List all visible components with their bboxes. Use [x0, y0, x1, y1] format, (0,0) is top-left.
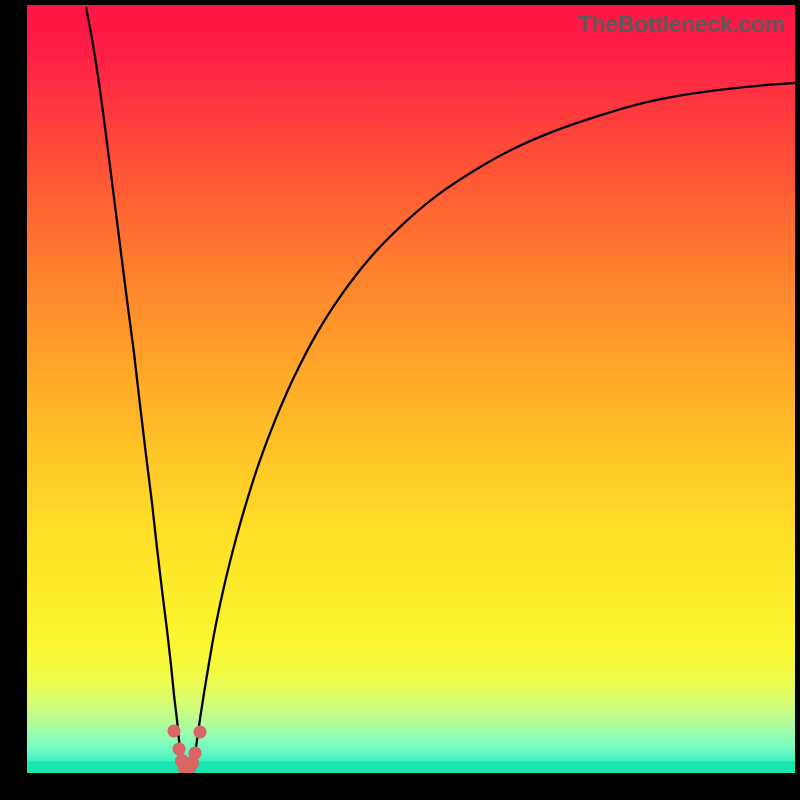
curve-right-branch [195, 83, 795, 755]
marker-point [189, 747, 202, 760]
chart-container: TheBottleneck.com [0, 0, 800, 800]
curve-left-branch [86, 7, 181, 755]
marker-point [168, 725, 181, 738]
watermark-text: TheBottleneck.com [578, 11, 785, 38]
bottom-markers-group [168, 725, 207, 774]
marker-point [173, 743, 186, 756]
curve-layer [27, 5, 795, 773]
plot-area: TheBottleneck.com [27, 5, 795, 773]
marker-point [194, 726, 207, 739]
